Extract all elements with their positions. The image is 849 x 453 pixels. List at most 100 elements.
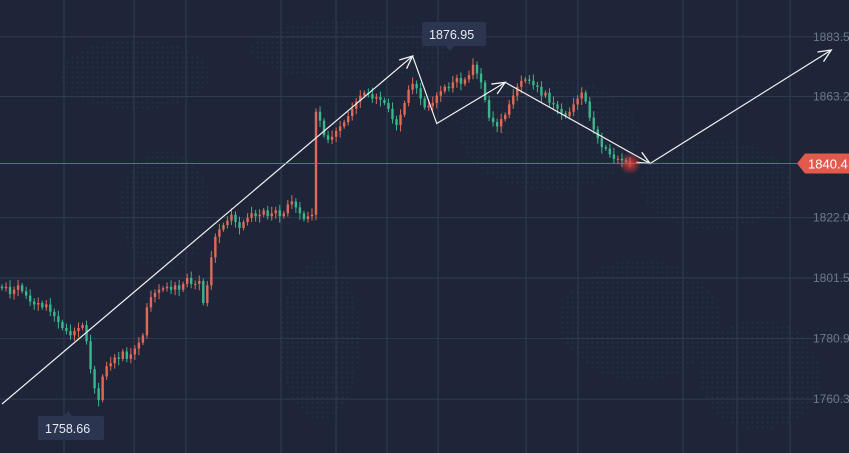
trend-line: [1, 55, 414, 405]
candle-body: [81, 325, 84, 328]
candle: [351, 102, 354, 121]
candle-body: [28, 295, 32, 302]
candle: [262, 207, 265, 218]
candle: [584, 90, 587, 104]
arrow-head: [817, 49, 833, 62]
candle-body: [355, 101, 358, 109]
candle-body: [536, 85, 539, 87]
candle: [314, 108, 318, 221]
y-tick-label: 1760.3: [813, 392, 849, 406]
candle: [326, 130, 330, 144]
candle-body: [608, 148, 612, 155]
candle-body: [57, 316, 60, 323]
candle: [359, 90, 362, 108]
candle-body: [463, 79, 467, 84]
candle-body: [371, 94, 374, 99]
candle: [423, 96, 426, 110]
candle-body: [310, 214, 314, 217]
candle: [282, 210, 285, 219]
projection: [649, 49, 833, 165]
candle: [306, 211, 310, 223]
candle: [580, 87, 583, 106]
candle-body: [600, 138, 604, 148]
candle-body: [133, 348, 137, 355]
candle-body: [246, 217, 249, 223]
candle-body: [169, 286, 173, 290]
map-region: [560, 260, 720, 380]
candle: [383, 97, 386, 106]
candle: [97, 382, 100, 407]
map-region: [280, 260, 360, 420]
candle-body: [258, 214, 261, 217]
candle: [318, 106, 322, 128]
candle-body: [125, 351, 128, 359]
candle-body: [612, 154, 616, 159]
candle-body: [298, 207, 302, 214]
candle-body: [89, 341, 92, 370]
candle: [532, 74, 535, 90]
map-region: [460, 80, 640, 190]
candle-body: [181, 283, 185, 290]
candle-body: [435, 95, 438, 103]
candle-body: [53, 311, 56, 317]
candle-body: [137, 342, 141, 349]
candle: [16, 279, 20, 297]
candle-body: [206, 285, 209, 303]
candle: [190, 271, 193, 289]
candle: [467, 70, 471, 83]
candle-body: [49, 304, 52, 312]
candle: [310, 208, 314, 221]
candle: [105, 361, 108, 380]
candle-body: [326, 135, 330, 140]
candle: [560, 103, 563, 120]
candle: [37, 297, 40, 311]
candle-body: [395, 119, 398, 126]
candle-body: [141, 335, 145, 343]
candle-body: [572, 104, 575, 112]
candle: [230, 208, 233, 226]
candle: [133, 345, 137, 360]
candle-body: [556, 104, 559, 109]
candle: [504, 112, 507, 122]
candle-body: [375, 97, 378, 99]
candle: [169, 280, 173, 295]
candle-body: [616, 158, 620, 160]
candle: [286, 200, 290, 217]
candle: [117, 351, 120, 366]
candle-body: [121, 351, 124, 359]
map-region: [60, 40, 210, 110]
y-tick-label: 1883.5: [813, 30, 849, 44]
candle-body: [190, 277, 193, 284]
candle: [443, 84, 447, 94]
candle: [608, 144, 612, 158]
candle-body: [93, 369, 96, 389]
candle-body: [282, 213, 285, 217]
y-axis: 1883.5 1863.2 1822.0 1801.5 1780.9 1760.3: [813, 30, 849, 406]
current-price-label: 1840.4: [808, 157, 848, 172]
candle-body: [226, 220, 229, 226]
candle-body: [234, 214, 237, 223]
candle-body: [185, 277, 189, 284]
candle: [270, 206, 273, 221]
candle-body: [391, 108, 394, 120]
map-region: [640, 140, 790, 230]
candle: [254, 209, 257, 222]
candle-body: [61, 322, 64, 328]
candle: [161, 285, 165, 293]
candle: [101, 374, 104, 403]
candle-body: [145, 307, 149, 336]
candle-body: [479, 73, 483, 83]
candle: [53, 308, 56, 322]
candle: [540, 81, 543, 103]
candle-body: [528, 79, 531, 81]
candle: [258, 209, 261, 223]
candle-body: [504, 114, 507, 120]
candle: [49, 297, 52, 317]
trend-line: [504, 81, 651, 165]
candle: [415, 80, 418, 94]
candle: [218, 223, 221, 244]
candle: [447, 82, 451, 92]
candle-body: [65, 327, 68, 331]
candle: [173, 281, 177, 296]
